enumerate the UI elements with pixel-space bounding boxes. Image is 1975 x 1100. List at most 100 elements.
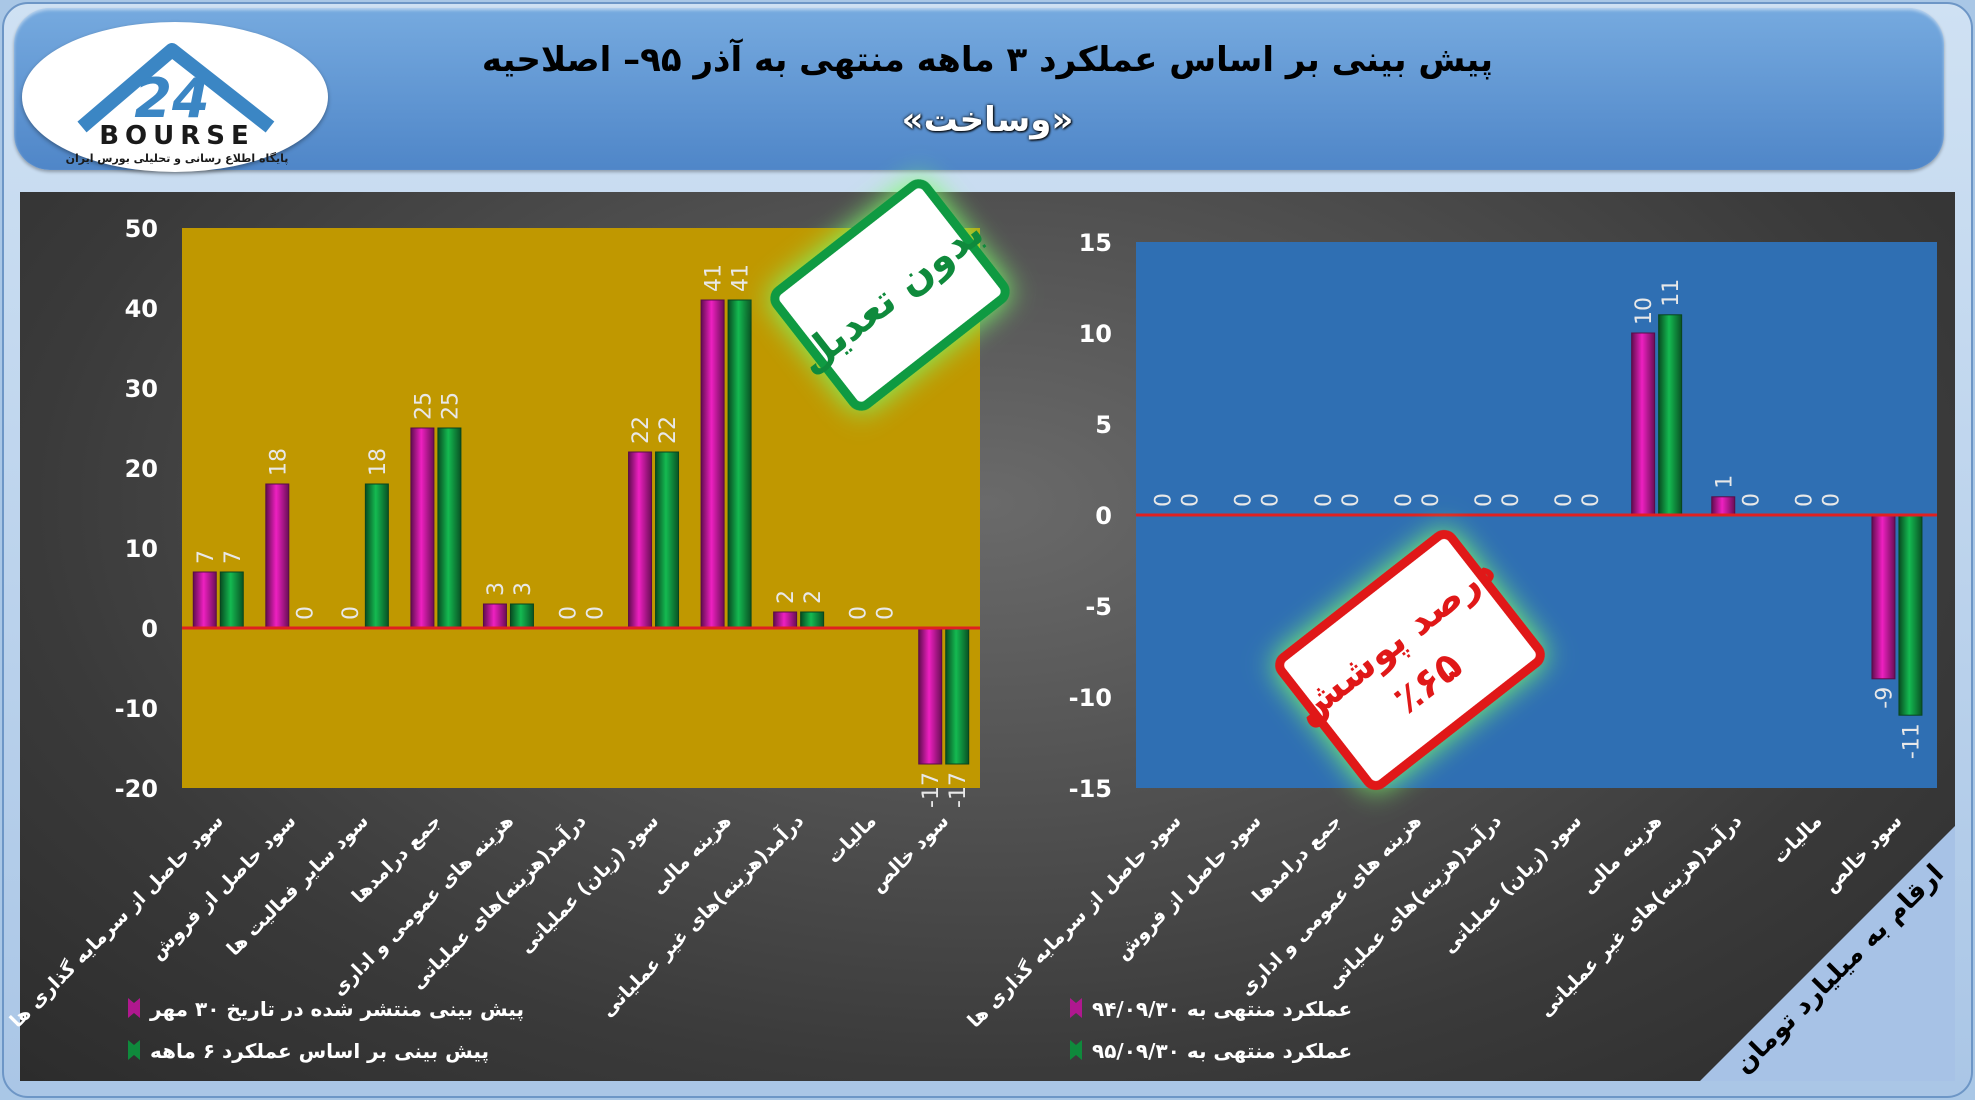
x-tick-label: سود خالص bbox=[1820, 810, 1907, 897]
data-label: -11 bbox=[1899, 723, 1924, 759]
data-label: 22 bbox=[629, 416, 654, 444]
data-label: 0 bbox=[1579, 493, 1604, 507]
y-tick-label: -5 bbox=[1085, 593, 1112, 621]
y-tick-label: 0 bbox=[1095, 502, 1112, 530]
data-label: 2 bbox=[801, 590, 826, 604]
y-tick-label: 50 bbox=[125, 215, 158, 243]
data-label: 25 bbox=[438, 392, 463, 420]
y-tick-label: -20 bbox=[115, 775, 158, 803]
bar-series1 bbox=[1871, 514, 1896, 680]
x-tick-label: سود سایر فعالیت ها bbox=[223, 810, 373, 960]
data-label: 0 bbox=[1499, 493, 1524, 507]
bar-series1 bbox=[265, 483, 290, 629]
data-label: 22 bbox=[656, 416, 681, 444]
data-label: 3 bbox=[511, 582, 536, 596]
legend-marker-icon bbox=[128, 998, 140, 1018]
bar-series1 bbox=[918, 627, 943, 765]
data-label: 2 bbox=[774, 590, 799, 604]
page-title: پیش بینی بر اساس عملکرد ۳ ماهه منتهی به … bbox=[481, 40, 1494, 80]
data-label: 0 bbox=[1472, 493, 1497, 507]
bar-series1 bbox=[773, 611, 798, 629]
data-label: 0 bbox=[1152, 493, 1177, 507]
logo-wordmark: BOURSE bbox=[99, 121, 255, 151]
data-label: 0 bbox=[1179, 493, 1204, 507]
bar-series1 bbox=[1631, 332, 1656, 516]
y-tick-label: 10 bbox=[125, 535, 158, 563]
data-label: 18 bbox=[366, 448, 391, 476]
y-tick-label: 0 bbox=[141, 615, 158, 643]
y-tick-label: 15 bbox=[1079, 229, 1112, 257]
bar-series2 bbox=[509, 603, 534, 629]
logo-triangle-icon bbox=[77, 43, 275, 133]
data-label: 0 bbox=[293, 606, 318, 620]
data-label: 0 bbox=[557, 606, 582, 620]
legend-entry: عملکرد منتهی به ۹۵/۰۹/۳۰ bbox=[1092, 1039, 1352, 1063]
data-label: 0 bbox=[1739, 493, 1764, 507]
data-label: 41 bbox=[702, 264, 727, 292]
data-label: 1 bbox=[1712, 475, 1737, 489]
bar-series1 bbox=[1711, 496, 1736, 516]
data-label: 0 bbox=[847, 606, 872, 620]
legend-entry: عملکرد منتهی به ۹۴/۰۹/۳۰ bbox=[1092, 997, 1352, 1021]
y-tick-label: 30 bbox=[125, 375, 158, 403]
bar-series1 bbox=[628, 451, 653, 629]
bar-series2 bbox=[727, 299, 752, 629]
y-tick-label: 5 bbox=[1095, 411, 1112, 439]
data-label: 0 bbox=[1552, 493, 1577, 507]
data-label: 25 bbox=[411, 392, 436, 420]
data-label: 0 bbox=[1259, 493, 1284, 507]
bar-series2 bbox=[655, 451, 680, 629]
data-label: 0 bbox=[1419, 493, 1444, 507]
data-label: 11 bbox=[1659, 279, 1684, 307]
data-label: 0 bbox=[1339, 493, 1364, 507]
logo-number: 24 bbox=[134, 67, 209, 130]
x-tick-label: مالیات bbox=[823, 810, 881, 868]
header-banner bbox=[14, 8, 1944, 170]
x-tick-label: سود (زیان) عملیاتی bbox=[1438, 810, 1586, 958]
data-label: 18 bbox=[266, 448, 291, 476]
y-tick-label: 40 bbox=[125, 295, 158, 323]
x-tick-label: سود خالص bbox=[866, 810, 953, 897]
bar-series1 bbox=[192, 571, 217, 629]
y-tick-label: -10 bbox=[1069, 684, 1112, 712]
y-tick-label: 20 bbox=[125, 455, 158, 483]
x-tick-label: سود حاصل از فروش bbox=[146, 810, 300, 964]
bar-series1 bbox=[700, 299, 725, 629]
bar-series2 bbox=[1658, 314, 1683, 516]
data-label: -17 bbox=[946, 772, 971, 808]
data-label: 0 bbox=[339, 606, 364, 620]
data-label: 41 bbox=[729, 264, 754, 292]
data-label: 0 bbox=[874, 606, 899, 620]
data-label: 7 bbox=[194, 550, 219, 564]
logo-tagline: پایگاه اطلاع رسانی و تحلیلی بورس ایران bbox=[66, 152, 289, 165]
data-label: -17 bbox=[919, 772, 944, 808]
y-tick-label: 10 bbox=[1079, 320, 1112, 348]
data-label: 0 bbox=[1792, 493, 1817, 507]
company-name: «وساخت» bbox=[901, 100, 1074, 140]
logo: 24 BOURSE پایگاه اطلاع رسانی و تحلیلی بو… bbox=[22, 22, 328, 172]
data-label: 0 bbox=[1312, 493, 1337, 507]
x-tick-label: هزینه مالی bbox=[1578, 810, 1667, 899]
legend-marker-icon bbox=[1070, 1040, 1082, 1060]
bar-series1 bbox=[410, 427, 435, 629]
bar-series2 bbox=[1898, 514, 1923, 716]
legend-marker-icon bbox=[128, 1040, 140, 1060]
units-ribbon: ارقام به میلیارد تومان bbox=[1700, 826, 1955, 1081]
data-label: 0 bbox=[1392, 493, 1417, 507]
legend-entry: پیش بینی منتشر شده در تاریخ ۳۰ مهر bbox=[149, 997, 524, 1022]
data-label: 3 bbox=[484, 582, 509, 596]
legend-marker-icon bbox=[1070, 998, 1082, 1018]
bar-series2 bbox=[364, 483, 389, 629]
y-tick-label: -10 bbox=[115, 695, 158, 723]
data-label: 0 bbox=[1232, 493, 1257, 507]
badge-coverage: درصد پوشش ٪۶۵ bbox=[1275, 530, 1545, 790]
x-tick-label: سود حاصل از فروش bbox=[1111, 810, 1265, 964]
x-tick-label: سود (زیان) عملیاتی bbox=[515, 810, 663, 958]
bar-series2 bbox=[437, 427, 462, 629]
x-tick-label: مالیات bbox=[1768, 810, 1826, 868]
data-label: 10 bbox=[1632, 297, 1657, 325]
y-tick-label: -15 bbox=[1069, 775, 1112, 803]
data-label: 7 bbox=[221, 550, 246, 564]
data-label: -9 bbox=[1872, 687, 1897, 709]
